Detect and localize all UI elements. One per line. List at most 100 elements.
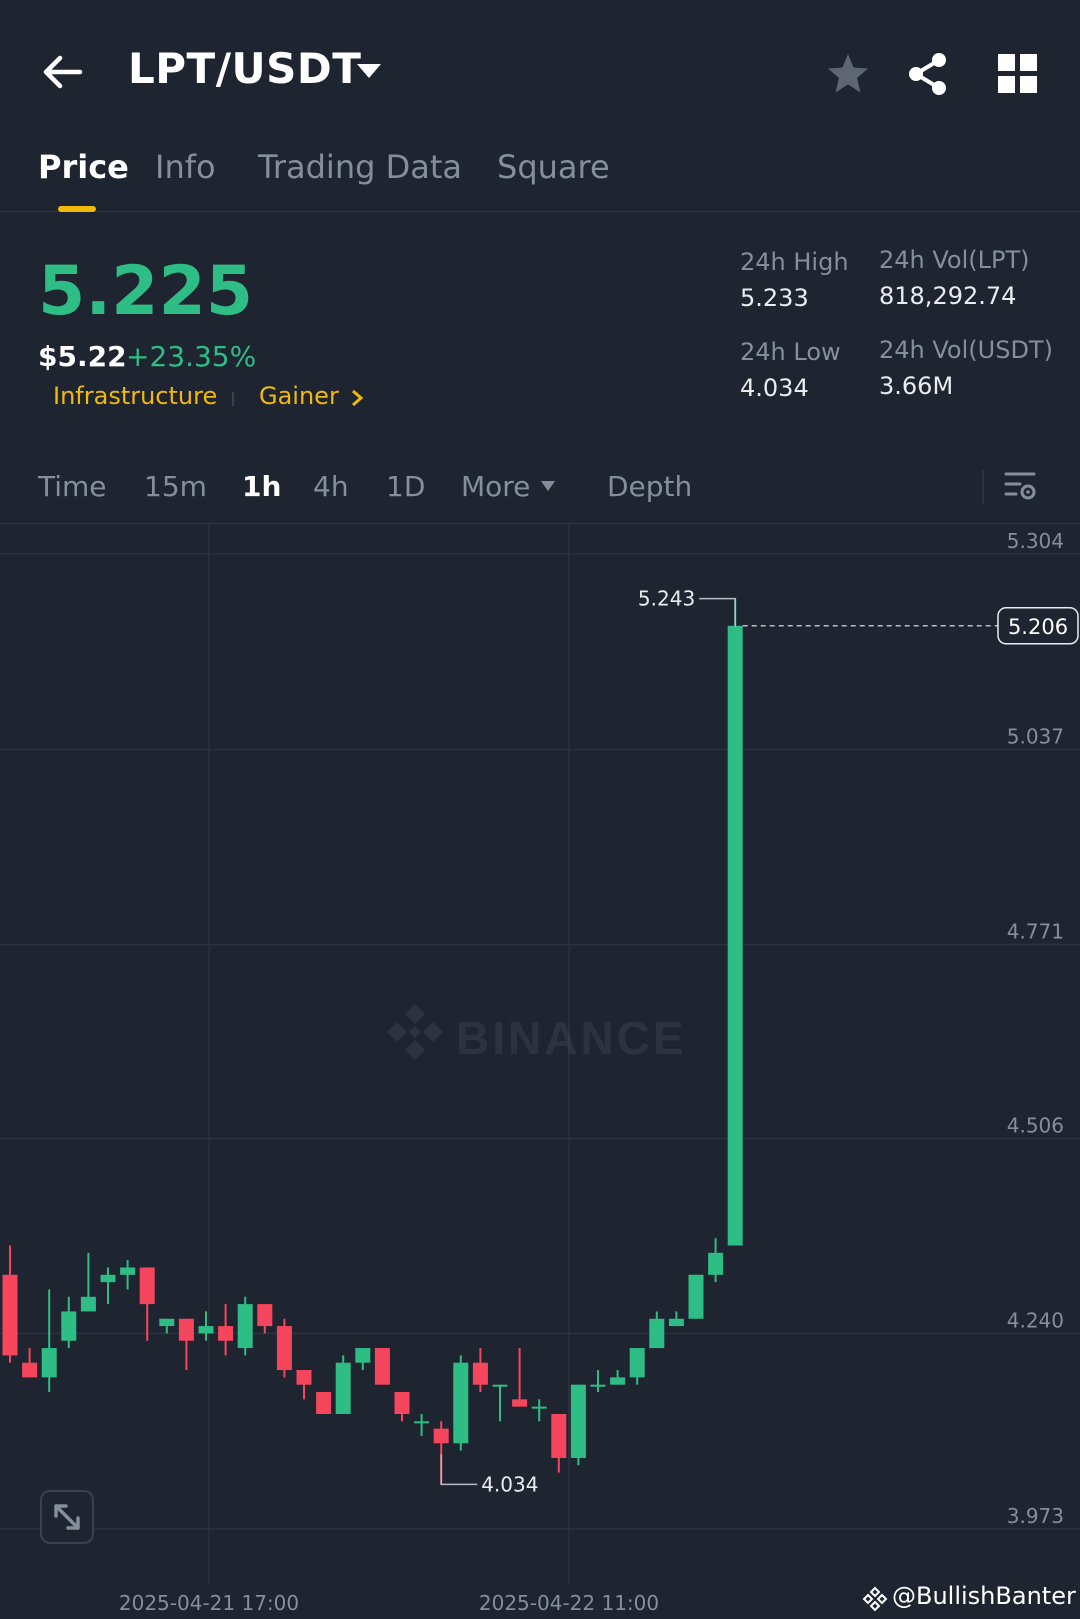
price-change-percent: +23.35% [126,340,257,373]
caret-down-icon[interactable] [540,480,556,492]
candle [316,1392,332,1414]
timeframe-more[interactable]: More [461,470,531,503]
candle [590,1370,606,1393]
candle-body [218,1326,234,1341]
candle [472,1348,488,1393]
candle-body [316,1392,332,1414]
candle [551,1413,567,1473]
candle-body [512,1399,528,1407]
candle [394,1392,410,1422]
section-tabs: Price Info Trading Data Square [0,140,1080,212]
candle-body [727,625,743,1246]
tab-square[interactable]: Square [497,148,610,186]
tab-price[interactable]: Price [38,148,129,186]
candle-body [570,1384,586,1458]
high-label: 24h High [740,248,849,276]
candle-body [590,1384,606,1387]
candle-body [668,1318,684,1327]
candle-body [198,1326,214,1334]
tab-trading-data[interactable]: Trading Data [258,148,462,186]
candle [727,598,743,1246]
chart-toolbar: Time 15m 1h 4h 1D More Depth [0,440,1080,524]
usd-price: $5.22 [38,340,127,373]
candle-body [159,1318,175,1327]
candle-body [355,1348,371,1363]
candle [335,1355,351,1414]
candle [629,1348,645,1385]
chevron-right-icon[interactable] [350,388,364,408]
watermark-text: BINANCE [456,1012,687,1064]
tag-infrastructure[interactable]: Infrastructure [53,382,218,410]
tag-gainer[interactable]: Gainer [259,382,339,410]
timeframe-15m[interactable]: 15m [144,470,207,503]
pair-title[interactable]: LPT/USDT [128,44,362,93]
grid-icon[interactable] [996,52,1040,96]
timeframe-4h[interactable]: 4h [313,470,349,503]
caret-down-icon[interactable] [356,62,382,80]
star-icon[interactable] [826,52,870,96]
candle-body [296,1370,312,1385]
annotations: 5.206 5.243 4.034 [440,587,1079,1496]
chart-grid [0,524,1080,1584]
candle [198,1311,214,1341]
tab-info[interactable]: Info [155,148,216,186]
timeframe-1d[interactable]: 1D [386,470,426,503]
candle-body [257,1304,273,1327]
binance-watermark: BINANCE [387,1004,687,1064]
time-tick-label: 2025-04-22 11:00 [479,1591,659,1615]
candle-body [453,1362,469,1444]
candle [570,1384,586,1466]
time-tick-label: 2025-04-21 17:00 [119,1591,299,1615]
current-price-label: 5.206 [1008,615,1068,639]
current-price-box [997,607,1079,645]
back-arrow-icon[interactable] [40,52,84,92]
candle-body [41,1348,57,1378]
share-icon[interactable] [906,52,950,96]
timeframe-1h[interactable]: 1h [242,470,282,503]
watermark-username: @BullishBanter [892,1582,1076,1610]
candle [139,1267,155,1341]
candle-body [414,1421,430,1424]
chart-settings-icon[interactable] [1002,468,1038,504]
time-axis: 2025-04-21 17:00 2025-04-22 11:00 [119,1591,659,1615]
candle [276,1318,292,1378]
binance-logo-icon [387,1004,443,1060]
timeframe-time[interactable]: Time [38,470,107,503]
candle-body [61,1311,77,1341]
candle [688,1274,704,1319]
min-marker-line [440,1454,478,1486]
tag-divider [232,392,234,406]
candle [414,1413,430,1436]
candle-body [237,1304,253,1349]
candle [355,1348,371,1371]
candle-body [551,1413,567,1458]
candle [649,1311,665,1349]
candle [237,1296,253,1356]
candle [492,1384,508,1422]
expand-chart-button[interactable] [40,1490,94,1544]
candle-body [2,1274,18,1356]
candle [22,1348,38,1378]
candle [218,1304,234,1356]
candlestick-chart[interactable]: BINANCE 5.304 5.037 4.771 4.506 4.240 3.973 2… [0,524,1080,1619]
candle-body [276,1326,292,1371]
candle [41,1289,57,1393]
candle [453,1355,469,1451]
candle [159,1318,175,1334]
low-label: 24h Low [740,338,841,366]
last-price: 5.225 [38,252,254,331]
candle-body [22,1362,38,1378]
candle-body [649,1318,665,1349]
price-tick-label: 4.771 [1007,919,1064,943]
candle-body [374,1348,390,1385]
candle-body [178,1318,194,1341]
expand-icon [54,1504,80,1530]
candle [512,1348,528,1407]
active-tab-indicator [58,206,96,212]
price-tick-label: 5.304 [1007,529,1064,553]
depth-button[interactable]: Depth [607,470,693,503]
candle [374,1348,390,1385]
candle-body [688,1274,704,1319]
candle [668,1311,684,1327]
candle [61,1296,77,1349]
